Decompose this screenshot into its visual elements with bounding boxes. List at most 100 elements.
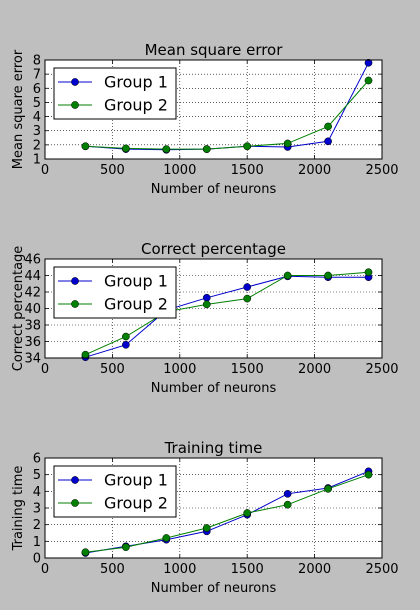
data-point	[243, 142, 252, 151]
chart-panel-2: 0 500 1000 1500 2000 250034363840424446Correc…	[11, 240, 399, 396]
y-tick-label: 34	[24, 352, 41, 367]
y-tick-label: 4	[33, 110, 41, 125]
legend: Group 1 Group 2	[53, 266, 177, 319]
data-point	[364, 58, 373, 67]
y-axis-label: Mean square error	[11, 49, 26, 169]
legend-label-1: Group 1	[104, 471, 168, 490]
x-tick-label: 0	[41, 562, 49, 577]
y-tick-label: 2	[33, 138, 41, 153]
legend-label-2: Group 2	[104, 96, 168, 115]
data-point	[364, 76, 373, 85]
x-axis-label: Number of neurons	[151, 581, 277, 596]
series-line-2	[85, 271, 369, 356]
series-line-2	[85, 474, 369, 553]
series-line-2	[85, 80, 369, 150]
plot-frame	[44, 59, 383, 160]
data-point	[283, 139, 292, 148]
x-tick-label: 500	[100, 163, 125, 178]
data-point	[81, 350, 90, 359]
x-tick-label: 2500	[365, 163, 398, 178]
data-point	[283, 500, 292, 509]
y-axis-label: Training time	[11, 466, 26, 552]
y-tick-label: 40	[24, 302, 41, 317]
y-tick-label: 8	[33, 54, 41, 69]
x-tick-label: 1500	[231, 562, 264, 577]
y-tick-label: 4	[33, 485, 41, 500]
legend-box	[53, 465, 177, 518]
y-axis-label: Correct percentage	[11, 246, 26, 372]
data-point	[122, 340, 130, 349]
x-tick-label: 500	[100, 362, 125, 377]
data-point	[202, 293, 211, 302]
x-tick-label: 2500	[365, 562, 398, 577]
legend-marker-1	[71, 277, 79, 285]
data-point	[364, 470, 373, 479]
y-tick-label: 44	[24, 269, 41, 284]
chart-title: Mean square error	[145, 41, 284, 59]
data-point	[202, 300, 211, 309]
data-point	[364, 268, 373, 277]
x-tick-label: 2000	[298, 163, 331, 178]
y-tick-label: 36	[24, 335, 41, 350]
legend-label-2: Group 2	[104, 494, 168, 513]
data-point	[202, 145, 211, 153]
x-tick-label: 1000	[163, 562, 196, 577]
data-point	[202, 524, 211, 532]
data-point	[324, 122, 332, 131]
x-tick-label: 1500	[231, 163, 264, 178]
chart-title: Training time	[164, 439, 263, 457]
legend-label-1: Group 1	[104, 73, 168, 92]
x-tick-label: 500	[100, 562, 125, 577]
y-tick-label: 1	[33, 153, 41, 168]
legend-marker-1	[71, 78, 79, 86]
data-point	[283, 271, 292, 280]
y-tick-label: 3	[33, 502, 41, 517]
data-point	[283, 489, 292, 498]
data-point	[324, 137, 332, 146]
y-tick-label: 2	[33, 518, 41, 533]
y-tick-label: 7	[33, 68, 41, 83]
y-tick-label: 6	[33, 82, 41, 97]
legend-marker-2	[71, 101, 79, 109]
y-tick-label: 46	[24, 253, 41, 268]
legend-box	[53, 67, 177, 120]
legend-label-1: Group 1	[104, 272, 168, 291]
legend-marker-2	[71, 499, 79, 507]
data-point	[243, 283, 252, 291]
y-tick-label: 3	[33, 124, 41, 139]
legend-label-2: Group 2	[104, 295, 168, 314]
data-point	[81, 142, 90, 151]
series-line-1	[85, 275, 369, 358]
data-point	[122, 543, 130, 552]
data-point	[81, 548, 90, 557]
legend: Group 1 Group 2	[53, 465, 177, 518]
x-tick-label: 2000	[298, 562, 331, 577]
data-point	[162, 145, 171, 153]
y-tick-label: 6	[33, 452, 41, 467]
data-point	[243, 509, 252, 517]
y-tick-label: 5	[33, 96, 41, 111]
y-tick-label: 38	[24, 319, 41, 334]
legend-marker-2	[71, 300, 79, 308]
chart-title: Correct percentage	[141, 240, 286, 258]
data-point	[122, 144, 130, 153]
data-point	[243, 294, 252, 303]
y-tick-label: 5	[33, 468, 41, 483]
data-point	[122, 332, 130, 341]
legend-marker-1	[71, 476, 79, 484]
data-point	[162, 534, 171, 542]
y-tick-label: 1	[33, 535, 41, 550]
x-tick-label: 2000	[298, 362, 331, 377]
legend: Group 1 Group 2	[53, 67, 177, 120]
y-tick-label: 0	[33, 552, 41, 567]
x-tick-label: 1000	[163, 163, 196, 178]
legend-box	[53, 266, 177, 319]
y-tick-label: 42	[24, 286, 41, 301]
data-point	[324, 271, 332, 280]
x-tick-label: 0	[41, 163, 49, 178]
data-point	[324, 484, 332, 493]
x-axis-label: Number of neurons	[151, 381, 277, 396]
x-tick-label: 0	[41, 362, 49, 377]
